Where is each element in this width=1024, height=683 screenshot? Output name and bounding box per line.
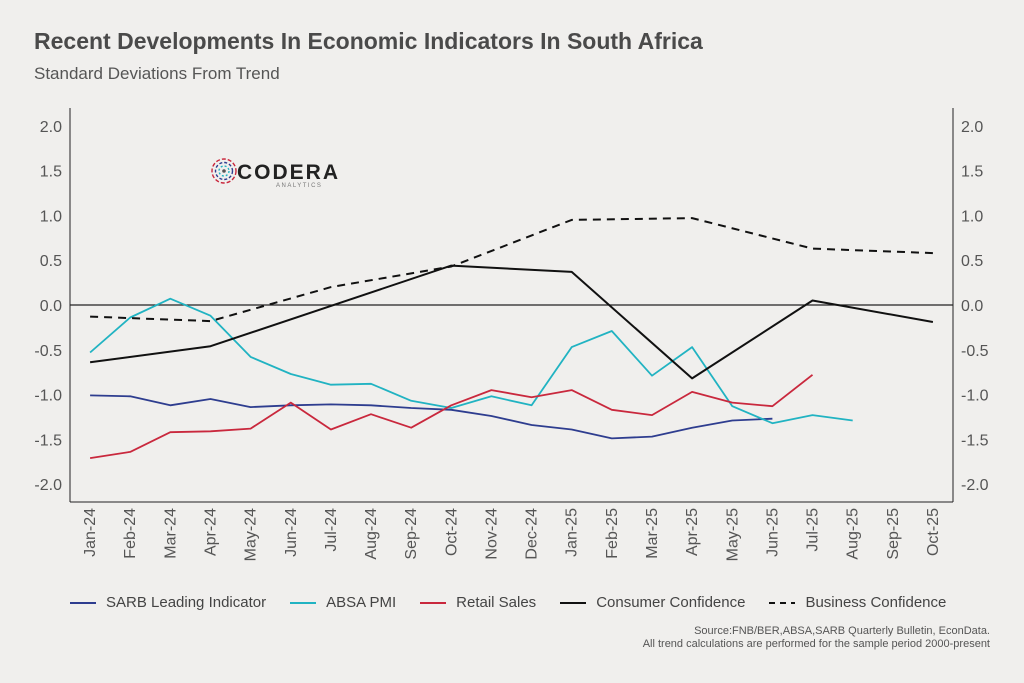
legend-label-business: Business Confidence bbox=[805, 594, 947, 611]
x-tick-label: Oct-25 bbox=[925, 508, 942, 556]
legend-item-absa: ABSA PMI bbox=[290, 594, 396, 611]
chart-subtitle: Standard Deviations From Trend bbox=[34, 64, 280, 83]
x-tick-label: Jun-24 bbox=[283, 508, 300, 557]
series-line-sarb-leading-indicator bbox=[90, 394, 773, 440]
legend-swatch-business bbox=[769, 601, 796, 604]
series-line-consumer-confidence bbox=[89, 264, 934, 380]
y-tick-label-right: 1.0 bbox=[961, 208, 983, 225]
legend-swatch-retail bbox=[420, 601, 447, 604]
legend-item-sarb: SARB Leading Indicator bbox=[70, 594, 266, 611]
y-tick-label-right: 2.0 bbox=[961, 119, 983, 136]
x-tick-label: Jan-24 bbox=[82, 508, 99, 557]
x-tick-label: Feb-24 bbox=[122, 508, 139, 559]
y-tick-label-left: 1.5 bbox=[40, 164, 62, 181]
logo-brand-text: CODERA bbox=[237, 161, 340, 184]
codera-logo: CODERA ANALYTICS bbox=[211, 158, 340, 189]
x-tick-label: Oct-24 bbox=[443, 508, 460, 556]
x-tick-label: Apr-24 bbox=[202, 508, 219, 556]
x-tick-label: Feb-25 bbox=[604, 508, 621, 559]
y-tick-label-left: -1.5 bbox=[34, 432, 62, 449]
y-tick-label-right: -1.5 bbox=[961, 432, 989, 449]
chart-axes: 2.0 2.0 1.5 1.5 1.0 1.0 0.5 0.5 0.0 0.0 -0.5 -0.5 -1… bbox=[34, 108, 989, 561]
y-tick-label-right: -0.5 bbox=[961, 343, 989, 360]
legend-item-business: Business Confidence bbox=[769, 594, 946, 611]
y-tick-label-left: -1.0 bbox=[34, 388, 62, 405]
source-note: Source:FNB/BER,ABSA,SARB Quarterly Bulle… bbox=[643, 625, 990, 651]
y-tick-label-right: 0.0 bbox=[961, 298, 983, 315]
legend-label-retail: Retail Sales bbox=[456, 594, 537, 611]
chart-title: Recent Developments In Economic Indicato… bbox=[34, 28, 703, 54]
x-tick-label: Nov-24 bbox=[483, 508, 500, 560]
x-tick-label: Jul-24 bbox=[323, 508, 340, 552]
x-tick-label: Sep-25 bbox=[885, 508, 902, 560]
x-tick-label: Jun-25 bbox=[764, 508, 781, 557]
x-tick-label: Mar-24 bbox=[162, 508, 179, 559]
line-chart: CODERA ANALYTICS 2.0 2.0 1.5 1.5 1.0 1.0 0.5 0.… bbox=[34, 108, 989, 561]
y-tick-label-left: 2.0 bbox=[40, 119, 62, 136]
y-tick-label-right: 1.5 bbox=[961, 164, 983, 181]
x-tick-label: Mar-25 bbox=[644, 508, 661, 559]
legend: SARB Leading Indicator ABSA PMI Retail S… bbox=[70, 594, 970, 611]
x-tick-label: Sep-24 bbox=[403, 508, 420, 560]
y-tick-label-left: -2.0 bbox=[34, 477, 62, 494]
x-tick-label: May-25 bbox=[724, 508, 741, 561]
y-tick-label-right: -1.0 bbox=[961, 388, 989, 405]
series-layer bbox=[89, 217, 934, 459]
y-tick-label-left: 1.0 bbox=[40, 208, 62, 225]
legend-item-retail: Retail Sales bbox=[420, 594, 536, 611]
legend-swatch-sarb bbox=[70, 601, 96, 604]
y-tick-label-right: -2.0 bbox=[961, 477, 989, 494]
y-tick-label-left: 0.5 bbox=[40, 253, 62, 270]
legend-swatch-absa bbox=[290, 601, 317, 604]
y-tick-label-right: 0.5 bbox=[961, 253, 983, 270]
y-tick-label-left: -0.5 bbox=[34, 343, 62, 360]
source-line-2: All trend calculations are performed for… bbox=[642, 638, 990, 650]
x-tick-label: Dec-24 bbox=[524, 508, 541, 560]
legend-label-absa: ABSA PMI bbox=[326, 594, 397, 611]
x-tick-label: Jul-25 bbox=[805, 508, 822, 552]
legend-label-consumer: Consumer Confidence bbox=[596, 594, 746, 611]
x-tick-label: Aug-24 bbox=[363, 508, 380, 560]
codera-fingerprint-icon bbox=[211, 158, 237, 184]
legend-swatch-consumer bbox=[560, 601, 587, 604]
logo-sub-text: ANALYTICS bbox=[276, 183, 322, 189]
series-line-absa-pmi bbox=[89, 297, 853, 425]
series-line-business-confidence bbox=[90, 217, 933, 323]
legend-item-consumer: Consumer Confidence bbox=[560, 594, 745, 611]
series-line-retail-sales bbox=[89, 374, 814, 459]
y-tick-label-left: 0.0 bbox=[40, 298, 62, 315]
legend-label-sarb: SARB Leading Indicator bbox=[106, 594, 267, 611]
x-tick-label: Jan-25 bbox=[564, 508, 581, 557]
x-tick-label: Aug-25 bbox=[845, 508, 862, 560]
source-line-1: Source:FNB/BER,ABSA,SARB Quarterly Bulle… bbox=[694, 625, 990, 637]
x-tick-label: May-24 bbox=[243, 508, 260, 561]
x-tick-label: Apr-25 bbox=[684, 508, 701, 556]
